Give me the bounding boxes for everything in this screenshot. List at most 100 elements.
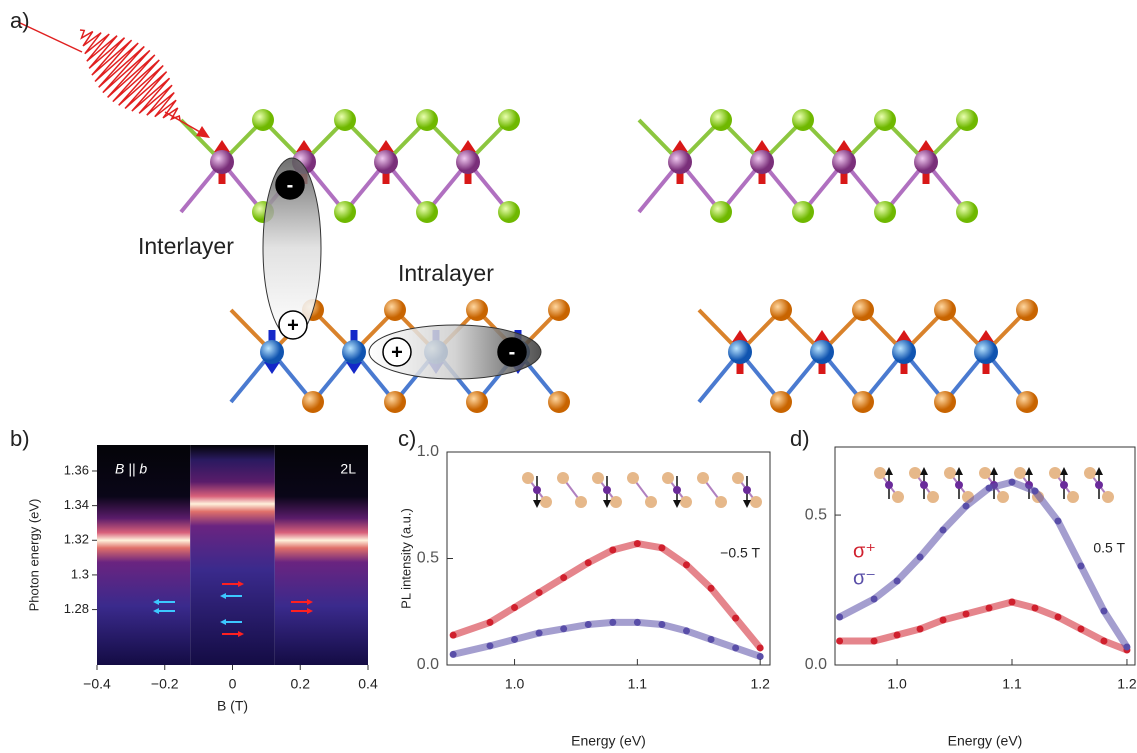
atom (466, 391, 488, 413)
spin-arrow-head (346, 362, 362, 374)
inset-metal (603, 486, 611, 494)
inset-atom (997, 491, 1009, 503)
atom (384, 299, 406, 321)
atom (832, 150, 856, 174)
lattice-diagram: - + + - (17, 21, 1038, 413)
inset-spin-head (920, 467, 928, 475)
panel-label: c) (398, 426, 416, 451)
x-tick-label: 0 (229, 676, 237, 692)
atom (874, 109, 896, 131)
atom (342, 340, 366, 364)
laser-beam (164, 111, 201, 133)
y-axis-label: PL intensity (a.u.) (398, 508, 413, 609)
inset-spin-head (885, 467, 893, 475)
legend-entry: σ⁻ (853, 567, 876, 589)
atom (416, 201, 438, 223)
atom (956, 109, 978, 131)
inset-atom (979, 467, 991, 479)
atom (374, 150, 398, 174)
atom (498, 109, 520, 131)
chart-panel: σ⁺ σ⁻ 0.5 T 1.0 1.1 1.2 0.0 0.5 Energy (eV) (805, 446, 1137, 749)
inset-metal (955, 481, 963, 489)
inset-atom (610, 496, 622, 508)
atom (710, 109, 732, 131)
polarization-arrow-head (238, 631, 244, 637)
atom (466, 299, 488, 321)
atom (934, 299, 956, 321)
atom (384, 391, 406, 413)
x-axis-label: B (T) (217, 698, 248, 714)
inset-atom (909, 467, 921, 479)
atom (548, 391, 570, 413)
laser-beam (17, 21, 83, 53)
y-tick-label: 1.3 (71, 566, 89, 581)
x-tick-label: 1.0 (887, 676, 907, 692)
inset-atom (522, 472, 534, 484)
polarization-arrow-head (307, 599, 313, 605)
y-tick-label: 1.28 (64, 601, 89, 616)
atom (852, 391, 874, 413)
atom (668, 150, 692, 174)
atom (792, 201, 814, 223)
charge (275, 170, 305, 200)
legend-entry: σ⁺ (853, 540, 876, 562)
atom (498, 201, 520, 223)
inset-spin-head (1060, 467, 1068, 475)
x-tick-label: 1.2 (750, 676, 770, 692)
chart-panel: −0.5 T 1.0 1.1 1.2 0.0 0.5 1.0 Energy (eV) PL in… (398, 443, 771, 749)
inset-atom (1014, 467, 1026, 479)
data-band (837, 478, 1130, 649)
atom (934, 391, 956, 413)
polarization-arrow-head (220, 593, 226, 599)
inset-metal (1060, 481, 1068, 489)
atom (892, 340, 916, 364)
spin-arrow-head (732, 330, 748, 342)
panel-label: d) (790, 426, 810, 451)
spin-arrow-head (814, 330, 830, 342)
data-band (839, 598, 1129, 654)
atom (914, 150, 938, 174)
inset-metal (533, 486, 541, 494)
charge (278, 310, 308, 340)
inset-atom (874, 467, 886, 479)
polarization-arrow-head (238, 581, 244, 587)
inset-atom (715, 496, 727, 508)
inset-atom (1049, 467, 1061, 479)
inset-atom (540, 496, 552, 508)
atom (770, 391, 792, 413)
atom (260, 340, 284, 364)
charge-sign: + (391, 341, 403, 363)
atom (456, 150, 480, 174)
chart-panel: B || b 2L −0.4 −0.2 0 0.2 0.4 1.28 1.3 1.32 1.34 1.… (26, 445, 378, 714)
inset-spin-head (1025, 467, 1033, 475)
inset-metal (743, 486, 751, 494)
x-tick-label: −0.2 (151, 676, 179, 692)
inset-atom (1102, 491, 1114, 503)
inset-atom (750, 496, 762, 508)
atom (252, 109, 274, 131)
atom (710, 201, 732, 223)
x-tick-label: 0.4 (358, 676, 378, 692)
x-axis-label: Energy (eV) (571, 733, 646, 749)
inset-atom (732, 472, 744, 484)
charge-sign: - (287, 174, 294, 196)
y-tick-label: 0.0 (805, 656, 827, 673)
y-axis-label: Photon energy (eV) (26, 499, 41, 612)
annotation: 2L (340, 461, 356, 477)
spin-arrow-head (896, 330, 912, 342)
charge-sign: + (287, 314, 299, 336)
heatmap-region (97, 445, 191, 665)
polarization-arrow-head (307, 608, 313, 614)
charge-sign: - (509, 341, 516, 363)
y-tick-label: 0.5 (417, 550, 439, 567)
intralayer-label: Intralayer (398, 260, 494, 286)
inset-atom (645, 496, 657, 508)
inset-atom (662, 472, 674, 484)
inset-atom (697, 472, 709, 484)
inset-spin-head (533, 500, 541, 508)
inset-atom (627, 472, 639, 484)
atom (750, 150, 774, 174)
inset-atom (1067, 491, 1079, 503)
atom (770, 299, 792, 321)
